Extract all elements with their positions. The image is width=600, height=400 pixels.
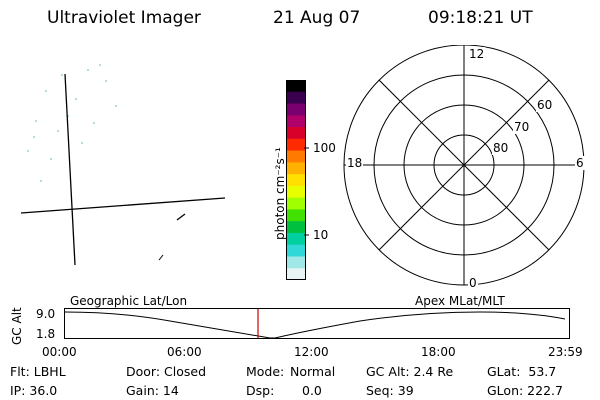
altitude-curve (64, 311, 566, 339)
timeline-right-title: Apex MLat/MLT (415, 294, 505, 308)
status-gain: Gain: 14 (126, 383, 179, 398)
mlt-label-18: 18 (346, 156, 364, 170)
lat-label-80: 80 (492, 141, 510, 155)
status-gc-alt: GC Alt: 2.4 Re (366, 364, 454, 379)
status-dsp-value: 0.0 (302, 383, 322, 398)
colorbar-band (286, 127, 306, 140)
status-filter: Flt: LBHL (10, 364, 66, 379)
mlt-label-0: 0 (468, 276, 478, 290)
colorbar-unit-label: photon cm⁻²s⁻¹ (273, 147, 287, 240)
instrument-title: Ultraviolet Imager (47, 8, 201, 28)
status-mode-label: Mode: (246, 364, 285, 379)
time-text: 09:18:21 UT (428, 8, 533, 28)
polar-spoke-diag-2 (378, 79, 550, 251)
colorbar-band (286, 268, 306, 280)
geographic-image-panel (20, 64, 226, 266)
status-mode-value: Normal (290, 364, 336, 379)
timeline-x-tick-1800: 18:00 (421, 345, 456, 359)
colorbar-tick-100: 100 (313, 141, 336, 155)
timeline-x-tick-2359: 23:59 (548, 345, 583, 359)
colorbar-band (286, 209, 306, 222)
colorbar-band (286, 162, 306, 175)
lat-label-70: 70 (513, 120, 531, 134)
status-glat: GLat: 53.7 (487, 364, 557, 379)
latitude-line (20, 197, 226, 214)
timeline-y-tick-max: 9.0 (36, 307, 56, 321)
timeline-y-axis-label: GC Alt (10, 307, 24, 345)
mlt-label-12: 12 (468, 47, 486, 61)
colorbar-band (286, 91, 306, 105)
colorbar-band (286, 174, 306, 187)
colorbar-band (286, 232, 306, 246)
timeline-left-title: Geographic Lat/Lon (70, 294, 188, 308)
colorbar-tick-10: 10 (313, 228, 329, 242)
status-glon: GLon: 222.7 (487, 383, 563, 398)
status-dsp-label: Dsp: (246, 383, 275, 398)
colorbar-band (286, 115, 306, 128)
colorbar-band (286, 80, 306, 93)
status-ip: IP: 36.0 (10, 383, 58, 398)
colorbar-band (286, 197, 306, 210)
colorbar-band (286, 150, 306, 163)
date-text: 21 Aug 07 (273, 8, 361, 28)
colorbar-band (286, 185, 306, 199)
status-door: Door: Closed (126, 364, 207, 379)
polar-plot (343, 45, 585, 286)
mlt-label-6: 6 (575, 156, 585, 170)
coast-fragment (176, 213, 186, 221)
colorbar-band (286, 256, 306, 269)
altitude-timeline (64, 308, 570, 339)
timeline-x-tick-0000: 00:00 (42, 345, 77, 359)
coast-fragment-2 (158, 254, 164, 261)
longitude-line (64, 73, 76, 266)
timeline-y-tick-min: 1.8 (36, 327, 56, 341)
image-speckles (27, 64, 117, 182)
timeline-x-tick-0600: 06:00 (167, 345, 202, 359)
colorbar-band (286, 103, 306, 116)
colorbar-band (286, 221, 306, 234)
colorbar-band (286, 244, 306, 257)
colorbar-band (286, 138, 306, 152)
status-seq: Seq: 39 (366, 383, 414, 398)
timeline-x-tick-1200: 12:00 (294, 345, 329, 359)
color-bar (286, 80, 306, 280)
color-bar-ticks (304, 147, 309, 236)
lat-label-60: 60 (536, 98, 554, 112)
